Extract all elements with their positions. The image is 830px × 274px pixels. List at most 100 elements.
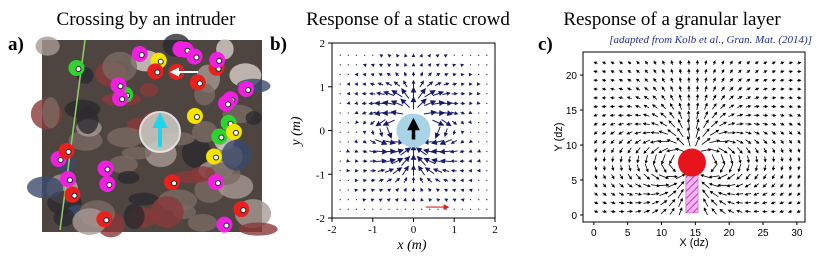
arrow <box>678 207 683 216</box>
arrow <box>610 201 616 205</box>
vector-dot <box>347 112 349 114</box>
arrow <box>468 149 473 153</box>
arrow <box>602 201 608 205</box>
panel-title: Response of a static crowd <box>306 9 510 30</box>
arrow <box>796 192 801 196</box>
arrow <box>627 69 632 74</box>
arrow <box>601 70 607 74</box>
vector-dot <box>347 64 349 66</box>
arrow <box>635 147 641 154</box>
arrow <box>670 68 674 74</box>
x-tick-label: 1 <box>452 224 458 236</box>
arrow <box>443 188 448 193</box>
arrow <box>763 147 767 154</box>
arrow <box>746 155 750 164</box>
arrow <box>635 173 641 180</box>
arrow <box>436 198 441 202</box>
arrow <box>728 95 734 100</box>
arrow <box>468 188 473 193</box>
arrow <box>695 77 700 83</box>
arrow <box>658 147 669 154</box>
arrow <box>770 192 776 196</box>
arrow <box>651 192 660 196</box>
arrow <box>780 96 785 100</box>
arrow <box>687 110 691 120</box>
arrow <box>659 121 668 127</box>
vector-dot <box>453 54 455 56</box>
arrow <box>395 187 400 192</box>
arrow <box>410 164 417 176</box>
arrow <box>635 201 642 205</box>
panel-label: c) <box>538 34 553 55</box>
head-dot <box>218 134 225 141</box>
vector-dot <box>486 160 488 162</box>
arrow <box>370 198 375 202</box>
arrow <box>651 173 660 180</box>
arrow <box>780 61 785 65</box>
arrow <box>610 61 615 65</box>
arrow <box>593 61 598 65</box>
vector-dot <box>469 54 472 56</box>
arrow <box>763 174 767 180</box>
arrow <box>627 78 632 82</box>
arrow <box>643 173 651 180</box>
crowd-blob <box>53 208 75 227</box>
head-dot <box>193 54 200 61</box>
vector-dot <box>486 112 488 114</box>
arrow <box>772 174 776 180</box>
arrow <box>762 104 769 109</box>
arrow <box>619 61 623 65</box>
vector-dot <box>339 122 341 124</box>
arrow <box>594 183 598 188</box>
arrow <box>452 188 457 193</box>
arrow <box>661 77 666 83</box>
vector-dot <box>355 54 358 56</box>
vector-dot <box>355 208 358 210</box>
arrow <box>610 192 616 196</box>
vector-dot <box>453 208 455 210</box>
crowd-blob <box>181 137 212 169</box>
arrow <box>658 183 670 187</box>
arrow <box>754 113 760 117</box>
arrow <box>450 140 458 144</box>
x-tick-label: -2 <box>327 224 336 236</box>
arrow <box>636 69 640 74</box>
arrow <box>737 78 742 83</box>
arrow <box>721 68 725 74</box>
arrow <box>403 80 408 88</box>
arrow <box>387 53 392 58</box>
arrow <box>797 113 802 117</box>
arrow <box>652 95 658 100</box>
vector-dot <box>364 54 366 56</box>
intruder <box>677 148 706 177</box>
arrow <box>745 131 752 135</box>
head-dot <box>103 217 110 224</box>
arrow <box>719 121 727 127</box>
arrow <box>460 63 465 68</box>
crowd-blob <box>238 222 278 236</box>
arrow <box>428 72 432 77</box>
arrow <box>443 82 450 86</box>
arrow <box>763 79 768 83</box>
arrow <box>610 78 615 83</box>
arrow <box>636 164 641 172</box>
arrow <box>771 78 777 83</box>
arrow <box>369 140 377 144</box>
arrow <box>736 209 743 213</box>
arrow <box>594 174 598 180</box>
arrow <box>424 100 437 107</box>
arrow <box>642 113 650 117</box>
arrow <box>443 178 449 183</box>
arrow <box>788 87 794 91</box>
arrow <box>410 144 417 158</box>
arrow <box>780 78 785 83</box>
arrow <box>779 122 785 126</box>
vector-dot <box>364 208 366 210</box>
arrow <box>626 87 632 91</box>
x-tick-label: 15 <box>690 228 702 239</box>
arrow <box>729 60 733 65</box>
crowd-blob <box>26 176 64 199</box>
arrow <box>669 111 675 119</box>
arrow <box>400 155 411 166</box>
arrow <box>669 154 675 165</box>
